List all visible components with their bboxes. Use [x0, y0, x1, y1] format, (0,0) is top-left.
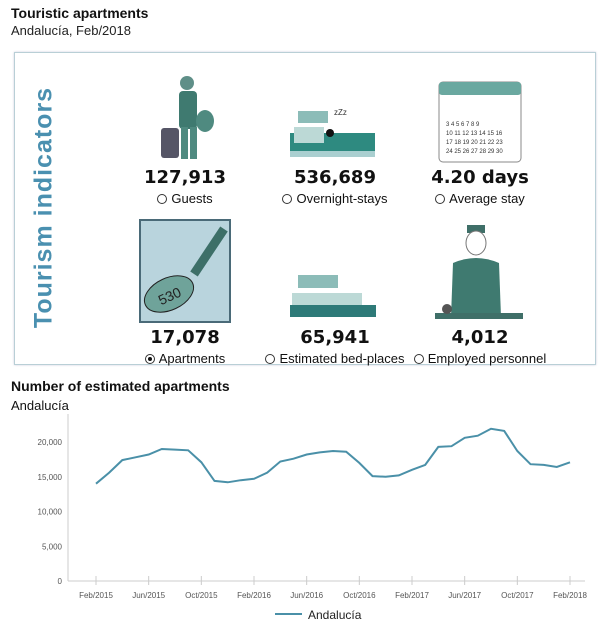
indicator-radio[interactable]: Guests — [95, 191, 275, 206]
indicator-label: Overnight-stays — [296, 191, 388, 206]
line-chart: 0 5,000 10,000 15,000 20,000 Feb/2015 Jun/2015… — [38, 414, 587, 622]
x-tick-label: Oct/2017 — [501, 591, 534, 600]
svg-text:3 4 5 6 7 8 9: 3 4 5 6 7 8 9 — [446, 122, 480, 128]
chart-title: Number of estimated apartments — [11, 378, 230, 394]
indicator-label: Apartments — [158, 351, 226, 366]
indicator-label: Guests — [171, 191, 213, 206]
indicator-apartments: 530 17,078 Apartments — [95, 219, 275, 366]
svg-text:24 25 26 27 28 29 30: 24 25 26 27 28 29 30 — [446, 149, 503, 155]
x-tick-label: Jun/2017 — [448, 591, 481, 600]
radio-button[interactable] — [265, 354, 276, 364]
svg-text:17 18 19 20 21 22 23: 17 18 19 20 21 22 23 — [446, 140, 503, 146]
indicator-average-stay: 3 4 5 6 7 8 9 10 11 12 13 14 15 16 17 18 1… — [390, 63, 570, 206]
legend-label[interactable]: Andalucía — [308, 608, 362, 622]
radio-button[interactable] — [282, 194, 293, 204]
page-title: Touristic apartments — [11, 5, 149, 21]
chart-subtitle: Andalucía — [11, 398, 69, 413]
calendar-icon: 3 4 5 6 7 8 9 10 11 12 13 14 15 16 17 18 1… — [390, 63, 570, 163]
y-tick-label: 20,000 — [38, 438, 63, 447]
x-tick-label: Jun/2016 — [290, 591, 323, 600]
indicator-value: 17,078 — [150, 327, 220, 348]
indicator-value: 65,941 — [300, 327, 370, 348]
indicator-value: 127,913 — [144, 167, 226, 188]
indicator-label: Average stay — [449, 191, 525, 206]
x-tick-label: Feb/2017 — [395, 591, 429, 600]
indicator-radio[interactable]: Employed personnel — [390, 351, 570, 366]
x-tick-label: Feb/2015 — [79, 591, 113, 600]
x-tick-label: Feb/2018 — [553, 591, 587, 600]
x-tick-label: Oct/2015 — [185, 591, 218, 600]
indicator-radio[interactable]: Overnight-stays — [245, 191, 425, 206]
x-tick-label: Oct/2016 — [343, 591, 376, 600]
radio-button[interactable] — [144, 354, 155, 364]
svg-text:zZz: zZz — [334, 108, 347, 117]
traveler-icon — [95, 63, 275, 163]
y-tick-label: 10,000 — [38, 508, 63, 517]
panel-title: Tourism indicators — [29, 86, 58, 329]
indicator-label: Employed personnel — [427, 351, 547, 366]
x-tick-label: Feb/2016 — [237, 591, 271, 600]
indicator-overnight-stays: zZz 536,689 Overnight-stays — [245, 63, 425, 206]
radio-button[interactable] — [157, 194, 168, 204]
key-icon: 530 — [95, 219, 275, 323]
indicator-guests: 127,913 Guests — [95, 63, 275, 206]
sleeping-bed-icon: zZz — [245, 63, 425, 163]
svg-text:10 11 12 13 14 15 16: 10 11 12 13 14 15 16 — [446, 131, 503, 137]
y-tick-label: 0 — [58, 577, 63, 586]
receptionist-icon — [390, 223, 570, 323]
indicator-label: Estimated bed-places — [279, 351, 405, 366]
indicator-value: 4,012 — [451, 327, 509, 348]
y-tick-label: 15,000 — [38, 473, 63, 482]
tourism-indicators-panel: Tourism indicators 127,913 Guests zZz 53… — [14, 52, 596, 366]
indicator-employed-personnel: 4,012 Employed personnel — [390, 223, 570, 366]
indicator-estimated-bed-places: 65,941 Estimated bed-places — [245, 223, 425, 366]
y-tick-label: 5,000 — [42, 542, 63, 551]
series-line-andalucia[interactable] — [95, 427, 571, 485]
x-tick-label: Jun/2015 — [132, 591, 165, 600]
radio-button[interactable] — [413, 354, 424, 364]
radio-button[interactable] — [435, 194, 446, 204]
bed-icon — [245, 223, 425, 323]
indicator-radio[interactable]: Apartments — [95, 351, 275, 366]
indicator-value: 536,689 — [294, 167, 376, 188]
page-subtitle: Andalucía, Feb/2018 — [11, 23, 131, 38]
indicator-radio[interactable]: Average stay — [390, 191, 570, 206]
indicator-radio[interactable]: Estimated bed-places — [245, 351, 425, 366]
indicator-value: 4.20 days — [431, 167, 529, 188]
